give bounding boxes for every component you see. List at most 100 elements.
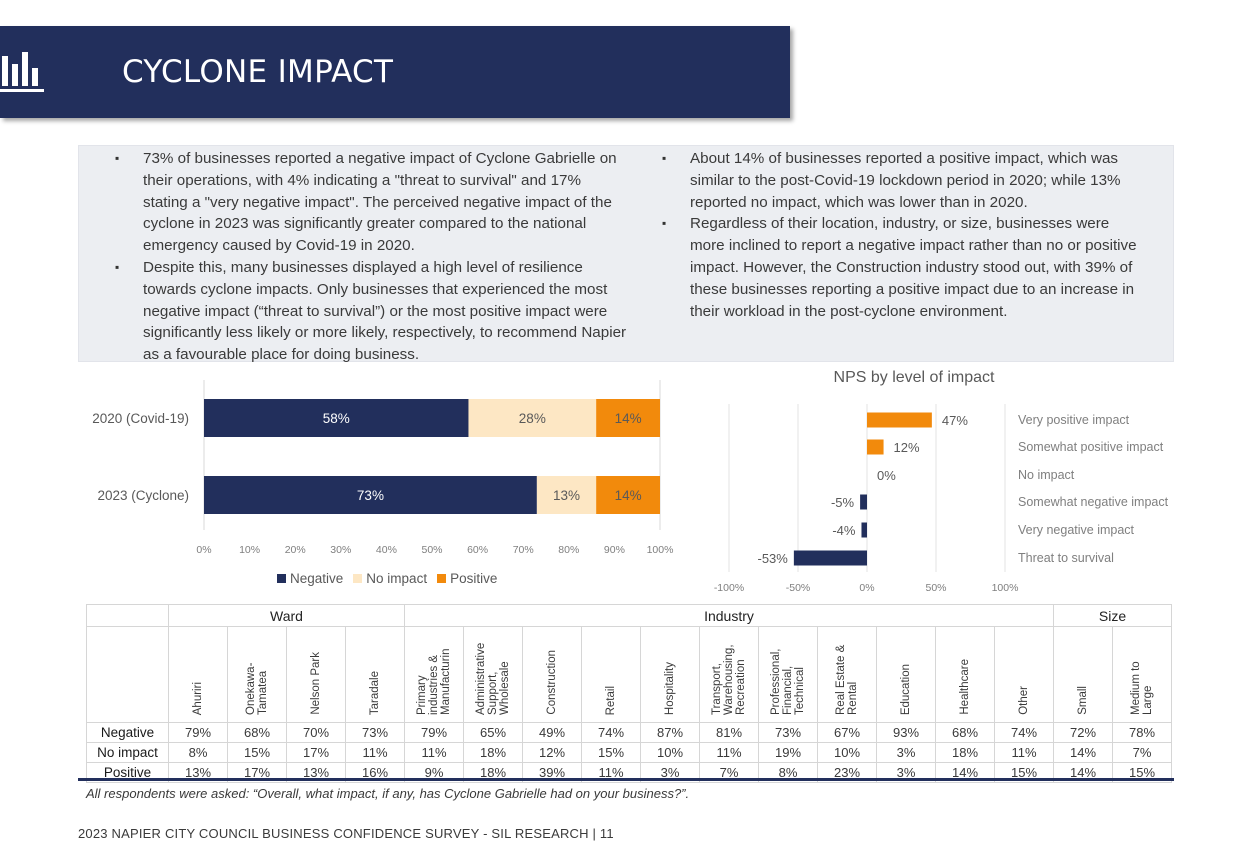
table-column-header: Transport, Warehousing, Recreation xyxy=(699,626,759,723)
category-label: Threat to survival xyxy=(1018,551,1114,565)
data-label: -53% xyxy=(758,551,789,566)
table-cell: 65% xyxy=(463,722,523,743)
table-column-header: Professional, Financial, Technical xyxy=(758,626,818,723)
data-label: 14% xyxy=(615,411,642,426)
column-header-label: Primary industries & Manufacturin xyxy=(416,648,452,715)
tick-label: 70% xyxy=(513,544,534,556)
table-cell: 11% xyxy=(699,742,759,763)
column-header-label: Construction xyxy=(546,650,558,715)
table-cell: 74% xyxy=(994,722,1054,743)
category-label: 2023 (Cyclone) xyxy=(97,488,189,503)
table-cell: 68% xyxy=(227,722,287,743)
tick-label: 20% xyxy=(285,544,306,556)
column-header-label: Medium to Large xyxy=(1130,661,1154,715)
table-cell: 16% xyxy=(345,762,405,783)
table-row: No impact 8% 15% 17% 11% 11% 18% 12% 15% 10% 11% 19… xyxy=(86,742,1172,763)
nps-bar xyxy=(861,522,867,538)
table-cell: 9% xyxy=(404,762,464,783)
table-column-header: Education xyxy=(876,626,936,723)
table-cell: 18% xyxy=(463,742,523,763)
table-column-header: Retail xyxy=(581,626,641,723)
legend-label: Positive xyxy=(450,571,498,586)
table-corner-cell xyxy=(86,604,169,627)
table-column-header: Nelson Park xyxy=(286,626,346,723)
table-cell: 79% xyxy=(168,722,228,743)
legend-label: Negative xyxy=(290,571,344,586)
table-column-header: Onekawa-Tamatea xyxy=(227,626,287,723)
column-header-label: Hospitality xyxy=(664,661,676,715)
tick-label: 10% xyxy=(239,544,260,556)
table-cell: 10% xyxy=(817,742,877,763)
bar-segment xyxy=(468,399,597,437)
table-cell: 11% xyxy=(404,742,464,763)
column-header-label: Other xyxy=(1018,686,1030,715)
chart-legend: Negative No impact Positive xyxy=(277,571,497,586)
table-cell: 39% xyxy=(522,762,582,783)
column-header-label: Ahuriri xyxy=(192,681,204,715)
category-label: No impact xyxy=(1018,468,1075,482)
summary-bullet: Despite this, many businesses displayed … xyxy=(109,257,629,366)
chart-title: NPS by level of impact xyxy=(834,369,996,386)
table-cell: 78% xyxy=(1112,722,1172,743)
column-header-label: Onekawa-Tamatea xyxy=(245,662,269,715)
column-header-label: Real Estate & Rental xyxy=(835,644,859,715)
table-cell: 15% xyxy=(581,742,641,763)
table-cell: 23% xyxy=(817,762,877,783)
column-header-label: Administrative Support, Wholesale xyxy=(475,642,511,715)
tick-label: 60% xyxy=(467,544,488,556)
table-cell: 68% xyxy=(935,722,995,743)
table-cell: 72% xyxy=(1053,722,1113,743)
column-header-label: Nelson Park xyxy=(310,652,322,715)
legend-swatch xyxy=(277,574,286,583)
data-label: 28% xyxy=(519,411,546,426)
data-label: 73% xyxy=(357,488,384,503)
table-cell: 49% xyxy=(522,722,582,743)
row-label: Negative xyxy=(86,722,169,743)
page-footer: 2023 NAPIER CITY COUNCIL BUSINESS CONFID… xyxy=(78,826,614,841)
data-label: 12% xyxy=(894,440,920,455)
legend-swatch xyxy=(437,574,447,583)
nps-bar-chart: NPS by level of impact 47% Very positive i… xyxy=(714,369,1169,594)
tick-label: 80% xyxy=(558,544,579,556)
table-cell: 14% xyxy=(935,762,995,783)
table-row: Negative 79% 68% 70% 73% 79% 65% 49% 74% 87% 81% 73… xyxy=(86,722,1172,743)
category-label: Somewhat negative impact xyxy=(1018,495,1169,509)
legend-item-negative: Negative xyxy=(277,571,343,586)
table-cell: 15% xyxy=(1112,762,1172,783)
data-label: 47% xyxy=(942,413,968,428)
table-cell: 70% xyxy=(286,722,346,743)
table-cell: 18% xyxy=(463,762,523,783)
table-column-header-row: Ahuriri Onekawa-Tamatea Nelson Park Taradal… xyxy=(86,626,1172,723)
table-cell: 8% xyxy=(758,762,818,783)
table-cell: 13% xyxy=(168,762,228,783)
table-group-header: Industry xyxy=(404,604,1054,627)
summary-bullet: Regardless of their location, industry, … xyxy=(656,213,1146,322)
summary-bullet: About 14% of businesses reported a posit… xyxy=(656,148,1146,213)
table-group-header-row: Ward Industry Size xyxy=(86,604,1172,627)
table-cell: 12% xyxy=(522,742,582,763)
table-cell: 67% xyxy=(817,722,877,743)
legend-label: No impact xyxy=(366,571,428,586)
table-group-header: Ward xyxy=(168,604,405,627)
data-label: -5% xyxy=(831,495,855,510)
table-cell: 73% xyxy=(758,722,818,743)
tick-label: 40% xyxy=(376,544,397,556)
table-cell: 10% xyxy=(640,742,700,763)
table-column-header: Administrative Support, Wholesale xyxy=(463,626,523,723)
nps-bar xyxy=(860,494,867,510)
column-header-label: Transport, Warehousing, Recreation xyxy=(711,644,747,715)
header-banner: CYCLONE IMPACT xyxy=(0,26,790,118)
tick-label: 100% xyxy=(992,582,1019,594)
nps-bar xyxy=(867,412,932,428)
column-header-label: Retail xyxy=(605,685,617,715)
impact-stacked-bar-chart: 2020 (Covid-19) 58% 28% 14% 2023 (Cyclone) 73… xyxy=(92,380,673,556)
table-cell: 13% xyxy=(286,762,346,783)
data-label: -4% xyxy=(832,523,856,538)
table-row: Positive 13% 17% 13% 16% 9% 18% 39% 11% 3% 7% 8% 23%… xyxy=(86,762,1172,783)
table-column-header: Ahuriri xyxy=(168,626,228,723)
row-label: No impact xyxy=(86,742,169,763)
table-column-header: Small xyxy=(1053,626,1113,723)
table-cell: 11% xyxy=(994,742,1054,763)
category-label: 2020 (Covid-19) xyxy=(92,411,189,426)
table-cell: 11% xyxy=(345,742,405,763)
